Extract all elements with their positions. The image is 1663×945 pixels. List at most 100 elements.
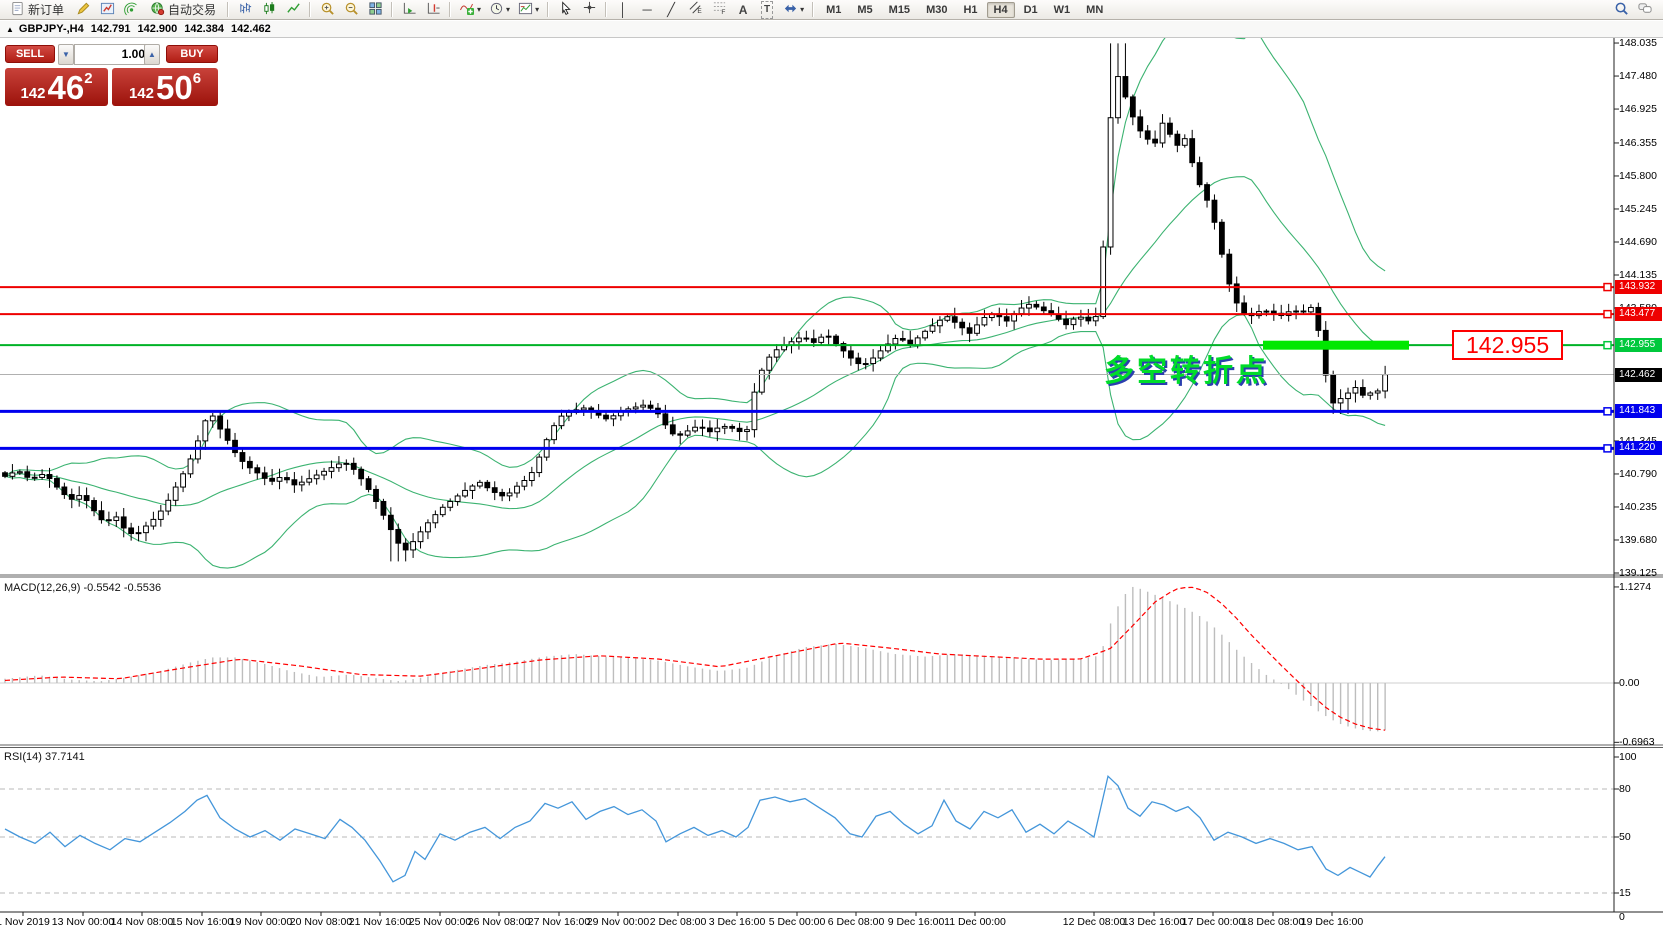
channel-button[interactable]: E xyxy=(684,1,706,19)
timeframe-button-h1[interactable]: H1 xyxy=(956,2,984,18)
line-end-marker xyxy=(1603,407,1612,416)
toolbar: 新订单 自动交易 ▾ ▾ ▾ │ ─ ╱ E F A T ▾ xyxy=(0,0,1663,20)
zoom-out-button[interactable] xyxy=(340,1,362,19)
timeframe-button-h4[interactable]: H4 xyxy=(986,1,1015,18)
collapse-triangle-icon[interactable]: ▲ xyxy=(6,24,14,34)
indicators-button[interactable]: ▾ xyxy=(456,1,484,19)
trendline-button[interactable]: ╱ xyxy=(660,1,682,19)
sell-price-prefix: 142 xyxy=(20,85,46,102)
toolbar-separator xyxy=(449,2,452,17)
text-label-button[interactable]: T xyxy=(756,0,778,19)
auto-scroll-button[interactable] xyxy=(398,1,420,19)
timeframe-button-m1[interactable]: M1 xyxy=(819,2,848,18)
autotrade-icon xyxy=(150,1,165,19)
clock-icon xyxy=(489,1,504,19)
chart-high-value: 142.900 xyxy=(137,23,178,35)
chart-title-bar: ▲ GBPJPY-,H4 142.791 142.900 142.384 142… xyxy=(0,21,1663,38)
trade-controls-row: SELL ▼ 1.00 ▲ BUY xyxy=(5,44,218,65)
toolbar-right-icons xyxy=(1609,1,1663,19)
timeframe-button-m15[interactable]: M15 xyxy=(882,2,917,18)
buy-price-panel[interactable]: 142 50 6 xyxy=(112,68,218,106)
publish-chart-button[interactable] xyxy=(96,1,118,19)
toolbar-separator xyxy=(812,2,815,17)
zoom-out-icon xyxy=(344,1,359,19)
periods-button[interactable]: ▾ xyxy=(486,1,513,19)
tile-windows-button[interactable] xyxy=(364,1,386,19)
chart-open-value: 142.791 xyxy=(90,23,131,35)
sell-button[interactable]: SELL xyxy=(5,45,55,63)
timeframe-toolbar: M1 M5 M15 M30 H1 H4 D1 W1 MN xyxy=(818,1,1111,18)
line-chart-button[interactable] xyxy=(282,1,304,19)
toolbar-separator xyxy=(547,2,550,17)
sell-price-panel[interactable]: 142 46 2 xyxy=(5,68,108,106)
volume-input[interactable]: 1.00 xyxy=(74,44,151,65)
line-end-marker xyxy=(1603,282,1612,292)
cursor-button[interactable] xyxy=(554,0,576,19)
chart-symbol-period: GBPJPY-,H4 xyxy=(18,23,84,35)
publish-chart-icon xyxy=(100,1,115,19)
chat-button[interactable] xyxy=(1634,1,1656,19)
templates-icon xyxy=(518,1,533,19)
volume-decrease-button[interactable]: ▼ xyxy=(58,44,74,65)
vertical-line-button[interactable]: │ xyxy=(612,1,634,19)
text-button[interactable]: A xyxy=(732,1,754,19)
buy-button[interactable]: BUY xyxy=(166,45,218,63)
search-button[interactable] xyxy=(1610,1,1632,19)
macd-histogram xyxy=(4,586,1386,732)
rsi-line xyxy=(4,774,1386,883)
arrows-button[interactable]: ▾ xyxy=(780,1,807,19)
svg-text:E: E xyxy=(697,8,702,15)
horizontal-line-button[interactable]: ─ xyxy=(636,1,658,19)
autotrade-button[interactable]: 自动交易 xyxy=(144,1,222,19)
candlestick-chart-button[interactable] xyxy=(258,1,280,19)
bar-chart-icon xyxy=(238,1,253,19)
line-end-marker xyxy=(1603,444,1612,453)
toolbar-separator xyxy=(605,2,608,17)
signal-button[interactable] xyxy=(120,1,142,19)
highlight-zone-rect xyxy=(1263,340,1409,350)
search-icon xyxy=(1614,1,1629,19)
one-click-trading-widget: SELL ▼ 1.00 ▲ BUY 142 46 2 142 50 6 xyxy=(5,44,218,106)
sell-price-pip: 2 xyxy=(84,70,93,87)
toolbar-separator xyxy=(391,2,394,17)
timeframe-button-m30[interactable]: M30 xyxy=(919,2,954,18)
sell-price-big: 46 xyxy=(47,69,85,106)
fibonacci-button[interactable]: F xyxy=(708,1,730,19)
timeframe-button-d1[interactable]: D1 xyxy=(1017,2,1045,18)
arrows-icon xyxy=(783,1,798,19)
timeframe-button-m5[interactable]: M5 xyxy=(850,2,879,18)
chart-shift-button[interactable] xyxy=(422,1,444,19)
indicator-level-lines xyxy=(0,788,1614,894)
timeframe-button-mn[interactable]: MN xyxy=(1079,2,1110,18)
autotrade-label: 自动交易 xyxy=(168,3,217,17)
dropdown-arrow-icon: ▾ xyxy=(506,5,511,14)
crosshair-icon xyxy=(582,0,597,19)
buy-price-big: 50 xyxy=(155,69,193,106)
bollinger-lower-band xyxy=(4,314,1386,569)
candlestick-chart-icon xyxy=(262,1,277,19)
cursor-icon xyxy=(558,0,573,19)
chart-canvas[interactable] xyxy=(0,38,1663,945)
bollinger-upper-band xyxy=(4,38,1386,477)
buy-price-prefix: 142 xyxy=(128,85,154,102)
crosshair-button[interactable] xyxy=(578,1,600,19)
bar-chart-button[interactable] xyxy=(234,1,256,19)
chat-icon xyxy=(1637,1,1653,19)
timeframe-button-w1[interactable]: W1 xyxy=(1047,2,1078,18)
line-end-marker xyxy=(1603,340,1612,350)
fibonacci-icon: F xyxy=(712,0,727,19)
zoom-in-button[interactable] xyxy=(316,1,338,19)
svg-text:F: F xyxy=(721,9,725,15)
signal-icon xyxy=(123,1,139,19)
bollinger-middle-band xyxy=(4,176,1386,510)
new-order-button[interactable]: 新订单 xyxy=(4,1,70,19)
line-end-marker xyxy=(1603,309,1612,319)
vertical-line-icon: │ xyxy=(619,1,628,17)
volume-increase-button[interactable]: ▲ xyxy=(144,44,160,65)
toolbar-separator xyxy=(227,2,230,17)
templates-button[interactable]: ▾ xyxy=(515,1,542,19)
crayon-tool-button[interactable] xyxy=(72,1,94,19)
dropdown-arrow-icon: ▾ xyxy=(800,5,805,14)
horizontal-line-icon: ─ xyxy=(642,1,652,17)
